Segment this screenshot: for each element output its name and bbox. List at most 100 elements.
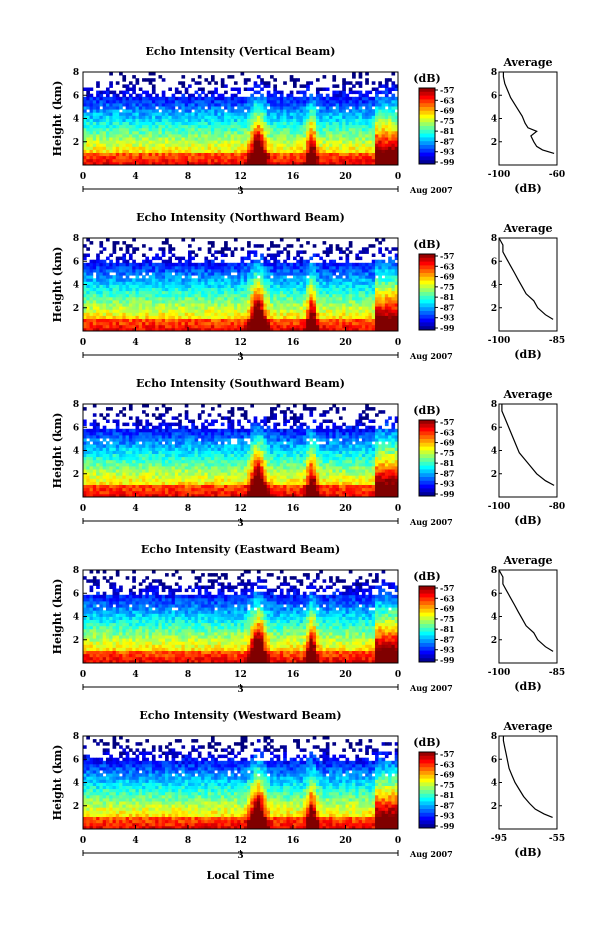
heatmap-cell [355, 109, 360, 113]
heatmap-cell [148, 290, 153, 295]
heatmap-cell [89, 447, 94, 451]
heatmap-cell [365, 161, 369, 166]
heatmap-cell [309, 269, 314, 273]
average-y-tick-label: 2 [491, 304, 497, 314]
heatmap-cell [83, 419, 87, 423]
heatmap-cell [99, 121, 104, 126]
heatmap-cell [378, 278, 382, 282]
heatmap-cell [128, 293, 133, 298]
heatmap-cell [122, 287, 127, 292]
heatmap-cell [332, 262, 337, 267]
colorbar-swatch [419, 288, 435, 293]
heatmap-cell [92, 149, 97, 153]
heatmap-cell [210, 112, 215, 116]
heatmap-cell [276, 290, 281, 295]
heatmap-cell [145, 269, 150, 273]
heatmap-cell [168, 312, 172, 316]
heatmap-cell [345, 130, 350, 135]
heatmap-cell [325, 265, 330, 270]
heatmap-cell [128, 244, 133, 248]
heatmap-cell [378, 324, 382, 329]
heatmap-cell [296, 272, 300, 276]
heatmap-cell [204, 118, 209, 122]
heatmap-cell [158, 309, 163, 313]
heatmap-cell [342, 262, 346, 267]
heatmap-cell [102, 262, 107, 267]
heatmap-cell [142, 118, 146, 122]
heatmap-cell [112, 99, 117, 104]
heatmap-cell [335, 99, 340, 104]
heatmap-cell [102, 315, 107, 319]
heatmap-cell [335, 115, 340, 119]
heatmap-cell [92, 419, 97, 423]
heatmap-cell [220, 296, 225, 301]
heatmap-cell [207, 303, 212, 307]
heatmap-cell [99, 481, 104, 485]
heatmap-cell [256, 293, 261, 298]
heatmap-cell [194, 90, 199, 95]
heatmap-cell [233, 275, 238, 279]
heatmap-cell [89, 155, 94, 160]
heatmap-cell [148, 78, 153, 82]
heatmap-cell [230, 293, 235, 298]
heatmap-cell [96, 481, 100, 485]
heatmap-cell [233, 290, 238, 295]
heatmap-cell [96, 118, 100, 122]
colorbar-swatch [419, 314, 435, 320]
heatmap-cell [224, 303, 228, 307]
heatmap-cell [122, 155, 127, 160]
heatmap-cell [263, 281, 268, 285]
heatmap-cell [375, 296, 379, 301]
heatmap-cell [145, 149, 150, 153]
heatmap-cell [279, 158, 284, 163]
heatmap-cell [247, 250, 251, 254]
heatmap-cell [253, 318, 258, 323]
heatmap-cell [119, 121, 123, 126]
heatmap-cell [273, 253, 277, 257]
heatmap-cell [240, 265, 245, 270]
heatmap-cell [293, 99, 297, 104]
heatmap-cell [378, 241, 382, 245]
heatmap-cell [306, 146, 310, 150]
heatmap-cell [122, 306, 127, 310]
heatmap-cell [112, 269, 117, 273]
heatmap-cell [253, 315, 258, 319]
heatmap-cell [368, 124, 373, 129]
heatmap-cell [178, 124, 182, 129]
heatmap-cell [171, 324, 176, 329]
heatmap-cell [237, 315, 241, 319]
heatmap-cell [273, 296, 277, 301]
heatmap-cell [168, 256, 172, 261]
heatmap-cell [253, 134, 258, 138]
heatmap-cell [302, 296, 307, 301]
heatmap-cell [151, 278, 156, 282]
heatmap-cell [270, 281, 274, 285]
heatmap-cell [352, 155, 356, 160]
heatmap-cell [309, 275, 314, 279]
heatmap-cell [325, 262, 330, 267]
heatmap-cell [345, 272, 350, 276]
heatmap-cell [375, 303, 379, 307]
heatmap-cell [188, 137, 192, 141]
heatmap-cell [174, 265, 179, 270]
heatmap-cell [322, 112, 327, 116]
heatmap-cell [158, 143, 163, 147]
heatmap-cell [99, 462, 104, 467]
heatmap-cell [230, 124, 235, 129]
heatmap-cell [260, 134, 264, 138]
heatmap-cell [220, 306, 225, 310]
colorbar-swatch [419, 261, 435, 266]
heatmap-cell [352, 75, 356, 79]
heatmap-cell [325, 296, 330, 301]
heatmap-cell [99, 447, 104, 451]
heatmap-cell [194, 324, 199, 329]
heatmap-cell [388, 306, 392, 310]
heatmap-cell [286, 158, 291, 163]
heatmap-cell [148, 72, 153, 76]
heatmap-cell [135, 278, 140, 282]
heatmap-cell [188, 265, 192, 270]
heatmap-cell [342, 149, 346, 153]
heatmap-cell [112, 127, 117, 132]
heatmap-cell [201, 300, 205, 304]
heatmap-cell [99, 143, 104, 147]
